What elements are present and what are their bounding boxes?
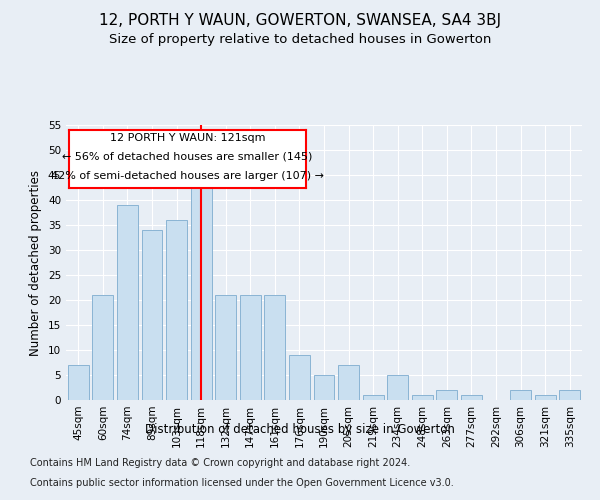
Bar xyxy=(265,295,286,400)
Bar xyxy=(92,295,113,400)
Bar xyxy=(510,390,531,400)
Bar xyxy=(535,395,556,400)
Bar xyxy=(142,230,163,400)
Text: ← 56% of detached houses are smaller (145): ← 56% of detached houses are smaller (14… xyxy=(62,152,313,162)
Text: Contains HM Land Registry data © Crown copyright and database right 2024.: Contains HM Land Registry data © Crown c… xyxy=(30,458,410,468)
Bar xyxy=(215,295,236,400)
Bar xyxy=(289,355,310,400)
Y-axis label: Number of detached properties: Number of detached properties xyxy=(29,170,43,356)
Text: Contains public sector information licensed under the Open Government Licence v3: Contains public sector information licen… xyxy=(30,478,454,488)
Bar xyxy=(117,205,138,400)
Text: 12, PORTH Y WAUN, GOWERTON, SWANSEA, SA4 3BJ: 12, PORTH Y WAUN, GOWERTON, SWANSEA, SA4… xyxy=(99,12,501,28)
Text: Size of property relative to detached houses in Gowerton: Size of property relative to detached ho… xyxy=(109,32,491,46)
Bar xyxy=(68,365,89,400)
Bar xyxy=(436,390,457,400)
Bar xyxy=(559,390,580,400)
Text: 42% of semi-detached houses are larger (107) →: 42% of semi-detached houses are larger (… xyxy=(51,170,324,180)
Bar xyxy=(338,365,359,400)
Bar xyxy=(166,220,187,400)
Bar xyxy=(240,295,261,400)
Bar xyxy=(191,185,212,400)
Text: Distribution of detached houses by size in Gowerton: Distribution of detached houses by size … xyxy=(145,422,455,436)
Bar xyxy=(412,395,433,400)
Bar xyxy=(362,395,383,400)
Bar xyxy=(461,395,482,400)
Text: 12 PORTH Y WAUN: 121sqm: 12 PORTH Y WAUN: 121sqm xyxy=(110,132,265,142)
Bar xyxy=(387,375,408,400)
Bar xyxy=(314,375,334,400)
